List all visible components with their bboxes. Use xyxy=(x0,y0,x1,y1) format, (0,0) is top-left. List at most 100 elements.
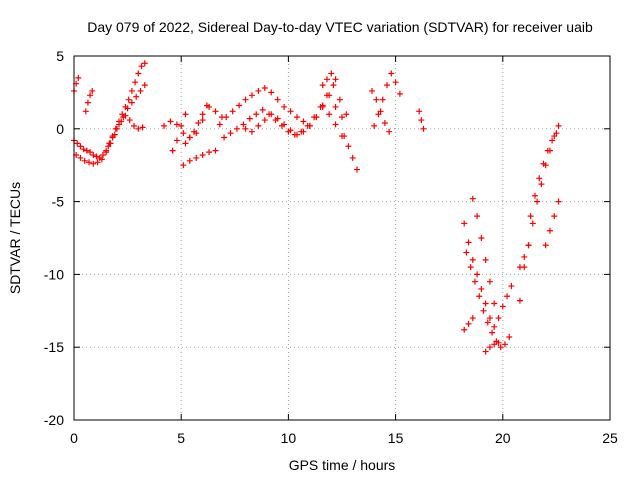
data-point xyxy=(255,87,262,94)
data-point xyxy=(90,160,97,167)
data-point xyxy=(482,300,489,307)
y-tick-label: 5 xyxy=(56,48,64,64)
data-point xyxy=(332,121,339,128)
data-point xyxy=(93,153,100,160)
data-point xyxy=(469,195,476,202)
data-point xyxy=(349,154,356,161)
data-point xyxy=(508,283,515,290)
x-axis-label: GPS time / hours xyxy=(289,457,396,473)
data-point xyxy=(501,341,508,348)
data-point xyxy=(180,162,187,169)
data-point xyxy=(465,320,472,327)
data-point xyxy=(287,108,294,115)
data-point xyxy=(186,157,193,164)
series-t13 xyxy=(319,70,339,89)
data-point xyxy=(461,220,468,227)
y-tick-label: 0 xyxy=(56,121,64,137)
data-point xyxy=(135,125,142,132)
data-point xyxy=(527,213,534,220)
data-point xyxy=(109,134,116,141)
data-point xyxy=(392,79,399,86)
data-point xyxy=(332,76,339,83)
y-tick-label: -5 xyxy=(52,194,65,210)
data-point xyxy=(396,90,403,97)
data-point xyxy=(138,63,145,70)
data-point xyxy=(482,348,489,355)
data-point xyxy=(87,149,94,156)
data-point xyxy=(491,323,498,330)
data-point xyxy=(173,121,180,128)
data-point xyxy=(75,74,82,81)
plot-frame xyxy=(73,55,611,421)
series-t3 xyxy=(105,112,146,150)
x-tick-labels: 0 5 10 15 20 25 xyxy=(70,430,618,446)
y-tick-labels: 5 0 -5 -10 -15 -20 xyxy=(44,48,64,428)
data-point xyxy=(538,181,545,188)
data-point xyxy=(516,264,523,271)
data-point xyxy=(141,60,148,67)
data-point xyxy=(377,108,384,115)
data-point xyxy=(261,117,268,124)
y-axis-label: SDTVAR / TECUs xyxy=(7,182,23,294)
data-point xyxy=(328,70,335,77)
data-point xyxy=(77,154,84,161)
data-point xyxy=(495,339,502,346)
data-point xyxy=(113,125,120,132)
data-point xyxy=(388,70,395,77)
data-point xyxy=(369,87,376,94)
grid xyxy=(74,56,610,420)
data-point xyxy=(516,297,523,304)
data-point xyxy=(293,114,300,121)
data-point xyxy=(471,278,478,285)
x-tick-label: 0 xyxy=(70,430,78,446)
data-point xyxy=(521,253,528,260)
data-point xyxy=(474,271,481,278)
data-point xyxy=(486,278,493,285)
series-t26 xyxy=(542,198,562,249)
data-point xyxy=(137,87,144,94)
data-point xyxy=(300,128,307,135)
data-point xyxy=(186,134,193,141)
data-point xyxy=(345,143,352,150)
series-t15 xyxy=(371,70,403,129)
data-point xyxy=(491,341,498,348)
data-point xyxy=(531,192,538,199)
series-t12 xyxy=(242,103,345,140)
data-point xyxy=(253,111,260,118)
data-point xyxy=(216,121,223,128)
data-point xyxy=(354,166,361,173)
data-point xyxy=(212,147,219,154)
data-point xyxy=(259,106,266,113)
series-t7 xyxy=(180,147,219,169)
data-point xyxy=(469,315,476,322)
data-point xyxy=(212,108,219,115)
data-point xyxy=(82,108,89,115)
data-point xyxy=(105,143,112,150)
data-point xyxy=(124,105,131,112)
data-point xyxy=(199,111,206,118)
data-point xyxy=(242,125,249,132)
data-point xyxy=(287,127,294,134)
data-point xyxy=(319,103,326,110)
data-point xyxy=(373,96,380,103)
data-point xyxy=(529,220,536,227)
data-point xyxy=(463,249,470,256)
series-t21 xyxy=(461,315,476,333)
data-point xyxy=(336,96,343,103)
axis-ticks xyxy=(73,55,611,421)
data-point xyxy=(497,344,504,351)
data-point xyxy=(465,239,472,246)
data-point xyxy=(227,130,234,137)
data-point xyxy=(229,108,236,115)
data-point xyxy=(118,118,125,125)
data-point xyxy=(542,242,549,249)
data-point xyxy=(379,96,386,103)
data-point xyxy=(173,137,180,144)
data-point xyxy=(248,92,255,99)
data-point xyxy=(126,117,133,124)
data-point xyxy=(119,111,126,118)
data-point xyxy=(499,303,506,310)
data-point xyxy=(540,160,547,167)
